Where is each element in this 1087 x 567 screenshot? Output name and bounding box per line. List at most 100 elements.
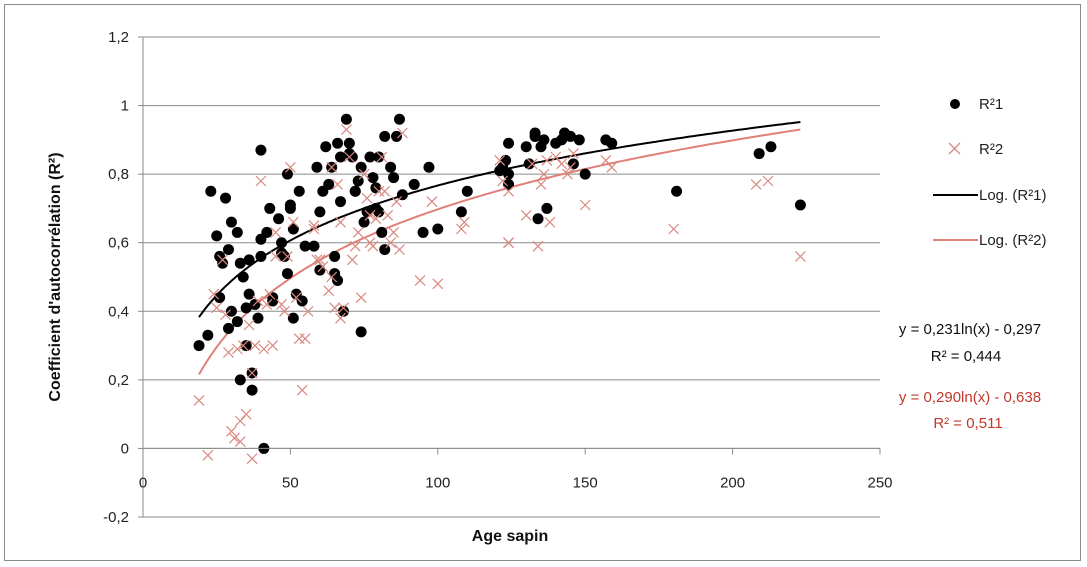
point-r2-2	[226, 425, 237, 437]
point-r2-2	[299, 333, 311, 345]
point-r2-1	[529, 127, 541, 139]
point-r2-1	[765, 141, 777, 153]
x-tick-label: 150	[573, 474, 598, 491]
point-r2-1	[222, 244, 234, 256]
point-r2-1	[287, 312, 299, 324]
point-r2-2	[237, 340, 249, 351]
point-r2-2	[349, 240, 361, 252]
point-r2-2	[762, 175, 774, 187]
point-r2-1	[579, 168, 591, 180]
point-r2-2	[358, 168, 370, 180]
point-r2-2	[296, 384, 308, 396]
point-r2-2	[562, 168, 573, 180]
point-r2-2	[503, 237, 514, 249]
point-r2-1	[240, 340, 252, 352]
point-r2-2	[541, 155, 553, 166]
point-r2-1	[225, 305, 237, 317]
point-r2-2	[270, 251, 282, 262]
point-r2-1	[293, 185, 305, 197]
point-r2-1	[217, 257, 229, 269]
point-r2-1	[500, 154, 512, 166]
point-r2-1	[343, 137, 355, 149]
y-tick-label: 0	[121, 440, 129, 457]
point-r2-1	[222, 322, 234, 334]
point-r2-1	[308, 240, 320, 252]
x-tick-label: 250	[867, 474, 892, 491]
point-r2-2	[550, 151, 562, 163]
point-r2-1	[503, 168, 515, 180]
point-r2-2	[426, 196, 438, 207]
point-r2-2	[355, 292, 367, 303]
point-r2-2	[379, 185, 391, 197]
point-r2-2	[538, 168, 550, 180]
point-r2-2	[794, 251, 806, 262]
point-r2-1	[314, 206, 326, 218]
point-r2-1	[461, 185, 473, 197]
point-r2-1	[329, 250, 341, 262]
point-r2-1	[225, 216, 237, 228]
point-r2-1	[432, 223, 444, 235]
legend-label-r2-2: R²2	[979, 141, 1003, 158]
point-r2-2	[532, 240, 544, 252]
point-r2-2	[287, 216, 299, 228]
point-r2-1	[284, 199, 296, 211]
point-r2-1	[379, 130, 391, 142]
point-r2-2	[455, 223, 467, 235]
trendline-2	[198, 128, 801, 375]
point-r2-2	[240, 408, 252, 420]
point-r2-1	[287, 223, 299, 235]
point-r2-1	[523, 158, 535, 170]
legend: R²1 R²2 Log. (R²1) Log. (R²2)	[933, 96, 1047, 249]
legend-label-r2-1: R²1	[979, 96, 1003, 113]
point-r2-2	[211, 302, 223, 314]
data-points	[193, 113, 806, 465]
point-r2-2	[343, 151, 355, 163]
point-r2-1	[503, 137, 515, 149]
point-r2-1	[202, 329, 214, 341]
point-r2-2	[267, 340, 279, 351]
point-r2-2	[311, 254, 323, 266]
point-r2-1	[794, 199, 806, 211]
point-r2-2	[252, 295, 264, 307]
point-r2-2	[255, 175, 267, 187]
point-r2-1	[364, 151, 376, 163]
point-r2-2	[526, 158, 538, 170]
point-r2-1	[296, 295, 308, 307]
point-r2-2	[391, 196, 402, 207]
point-r2-1	[332, 137, 344, 149]
point-r2-1	[355, 326, 367, 338]
point-r2-2	[535, 179, 547, 190]
x-tick-label: 0	[139, 474, 147, 491]
point-r2-1	[279, 250, 291, 262]
point-r2-1	[193, 340, 205, 352]
point-r2-2	[329, 302, 341, 314]
point-r2-2	[202, 449, 214, 461]
r-squared-r2-1: R² = 0,444	[931, 348, 1001, 365]
point-r2-2	[544, 216, 556, 228]
point-r2-2	[376, 151, 388, 163]
x-tick-label: 50	[282, 474, 299, 491]
point-r2-1	[379, 244, 391, 256]
point-r2-2	[503, 185, 514, 197]
point-r2-1	[396, 189, 408, 201]
x-axis-title: Age sapin	[472, 528, 548, 545]
point-r2-2	[606, 161, 618, 173]
point-r2-2	[282, 251, 293, 262]
legend-symbol-r2-2	[948, 142, 961, 155]
point-r2-1	[276, 237, 288, 249]
y-tick-label: 0,4	[108, 303, 129, 320]
point-r2-1	[376, 226, 388, 238]
point-r2-1	[393, 113, 405, 125]
y-tick-label: 1,2	[108, 29, 129, 46]
point-r2-1	[323, 178, 335, 190]
point-r2-1	[358, 216, 370, 228]
point-r2-2	[600, 155, 612, 166]
point-r2-1	[246, 384, 258, 396]
point-r2-1	[335, 151, 347, 163]
point-r2-2	[668, 223, 680, 235]
point-r2-2	[308, 220, 320, 231]
point-r2-1	[335, 196, 347, 208]
point-r2-1	[352, 175, 364, 187]
point-r2-2	[361, 192, 373, 204]
